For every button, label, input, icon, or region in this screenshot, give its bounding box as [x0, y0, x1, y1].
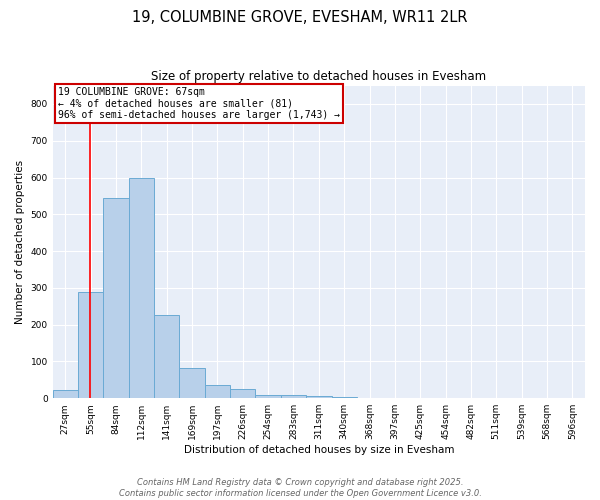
Bar	[205, 384, 230, 398]
Bar	[281, 396, 306, 398]
Bar	[78, 292, 103, 398]
Title: Size of property relative to detached houses in Evesham: Size of property relative to detached ho…	[151, 70, 487, 83]
Bar	[129, 178, 154, 398]
Text: Contains HM Land Registry data © Crown copyright and database right 2025.
Contai: Contains HM Land Registry data © Crown c…	[119, 478, 481, 498]
Bar	[53, 390, 78, 398]
Bar	[230, 389, 256, 398]
Bar	[154, 316, 179, 398]
Bar	[332, 396, 357, 398]
Text: 19, COLUMBINE GROVE, EVESHAM, WR11 2LR: 19, COLUMBINE GROVE, EVESHAM, WR11 2LR	[132, 10, 468, 25]
Text: 19 COLUMBINE GROVE: 67sqm
← 4% of detached houses are smaller (81)
96% of semi-d: 19 COLUMBINE GROVE: 67sqm ← 4% of detach…	[58, 87, 340, 120]
Bar	[256, 394, 281, 398]
Bar	[179, 368, 205, 398]
Bar	[306, 396, 332, 398]
X-axis label: Distribution of detached houses by size in Evesham: Distribution of detached houses by size …	[184, 445, 454, 455]
Y-axis label: Number of detached properties: Number of detached properties	[15, 160, 25, 324]
Bar	[103, 198, 129, 398]
